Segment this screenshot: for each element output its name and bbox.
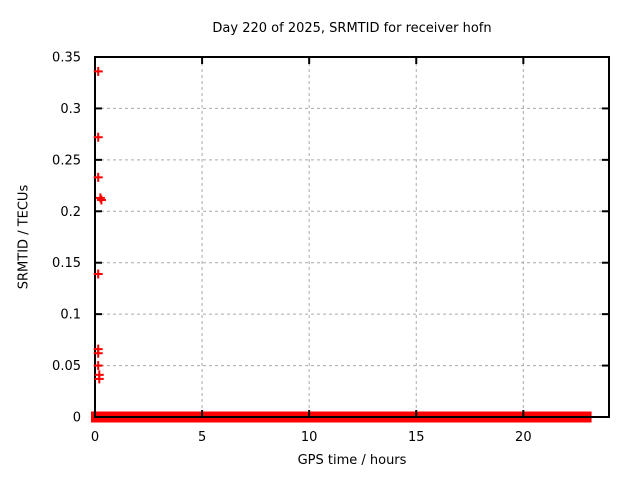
x-tick-label: 10 xyxy=(301,430,318,445)
x-tick-label: 0 xyxy=(91,430,99,445)
y-tick-label: 0 xyxy=(73,411,81,426)
x-tick-label: 15 xyxy=(408,430,425,445)
y-tick-label: 0.1 xyxy=(60,308,81,323)
x-axis-title: GPS time / hours xyxy=(297,453,407,468)
x-tick-label: 5 xyxy=(198,430,206,445)
y-tick-label: 0.35 xyxy=(52,51,81,66)
y-tick-label: 0.2 xyxy=(60,205,81,220)
y-tick-label: 0.15 xyxy=(52,256,81,271)
y-tick-label: 0.25 xyxy=(52,153,81,168)
x-tick-label: 20 xyxy=(515,430,532,445)
y-tick-label: 0.3 xyxy=(60,102,81,117)
y-tick-label: 0.05 xyxy=(52,359,81,374)
plot-border xyxy=(94,56,610,418)
chart-title: Day 220 of 2025, SRMTID for receiver hof… xyxy=(212,21,492,36)
